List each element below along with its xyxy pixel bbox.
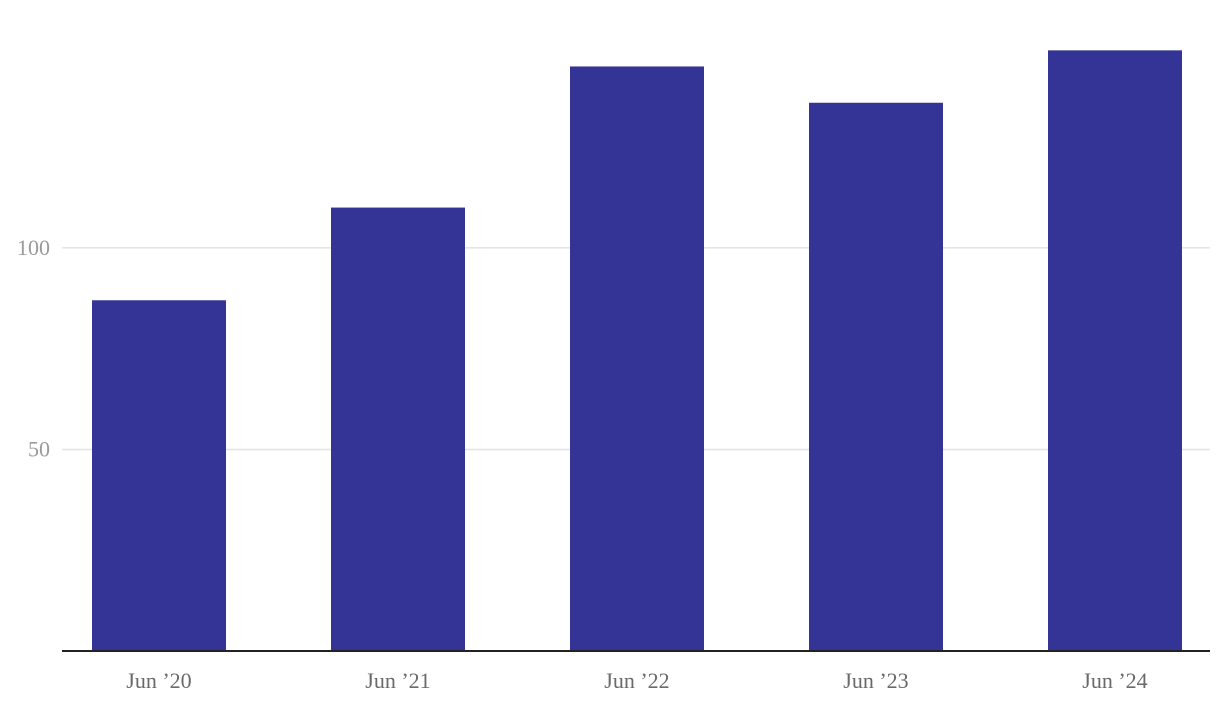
bar (92, 300, 226, 651)
x-tick-label: Jun ’22 (604, 668, 669, 693)
x-tick-label: Jun ’23 (843, 668, 908, 693)
x-tick-label: Jun ’24 (1082, 668, 1147, 693)
bar (570, 66, 704, 651)
y-tick-label: 50 (28, 436, 50, 461)
bar (331, 207, 465, 651)
y-tick-label: 100 (17, 235, 50, 260)
bar (1048, 50, 1182, 651)
bar (809, 102, 943, 651)
x-tick-label: Jun ’21 (365, 668, 430, 693)
x-tick-label: Jun ’20 (126, 668, 191, 693)
